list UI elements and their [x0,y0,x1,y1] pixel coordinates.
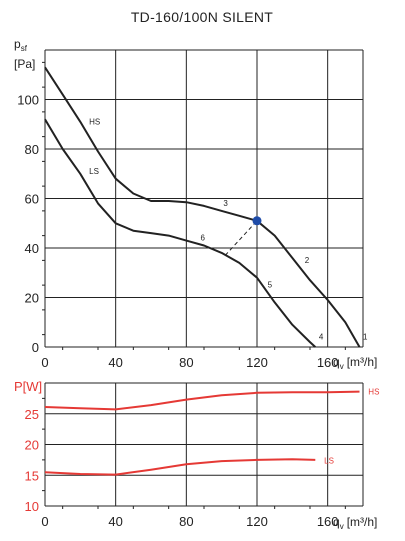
pressure-chart: 0 40 80 120 160 0 20 40 60 80 100 psf [Pa] qv [m³/h] HS… [14,37,377,371]
curve-label: 2 [305,256,310,265]
series-line-hs [44,66,361,348]
chart-title: TD-160/100N SILENT [131,9,273,25]
x-axis-label: qv [m³/h] [333,355,377,371]
series-line-hs [44,390,360,411]
curve-label: LS [324,456,334,465]
curve-label: 4 [319,333,324,342]
curve-label: HS [89,117,100,126]
y-axis-unit: [Pa] [14,57,35,71]
y-tick-label: 80 [25,142,39,157]
power-chart: 0 40 80 120 160 10 15 20 25 P[W] qv [m³/h] HS LS [14,379,379,531]
x-tick-label: 0 [41,514,48,529]
x-tick-label: 120 [246,355,268,370]
y-axis-label-sub: sf [21,44,28,53]
x-tick-label: 160 [317,355,339,370]
curve-label: 1 [363,333,368,342]
x-axis-label: qv [m³/h] [333,515,377,531]
x-tick-label: 40 [108,514,122,529]
x-tick-label: 0 [41,355,48,370]
y-axis-label: psf [14,37,28,53]
x-axis-label-sub: v [340,522,344,531]
y-tick-label: 60 [25,192,39,207]
y-tick-label: 40 [25,241,39,256]
series-line-ls [44,118,316,348]
y-tick-label: 15 [25,468,39,483]
y-tick-label: 25 [25,407,39,422]
x-tick-label: 80 [179,514,193,529]
x-axis-label-sub: v [340,362,344,371]
curve-label: LS [89,167,99,176]
curve-label: 5 [268,281,273,290]
x-tick-label: 40 [108,355,122,370]
series-line-ls [44,458,316,476]
y-tick-label: 10 [25,499,39,514]
y-tick-label: 20 [25,291,39,306]
y-tick-label: 100 [17,93,39,108]
x-tick-label: 80 [179,355,193,370]
series-line-system-curve [224,220,258,256]
x-axis-label-main: q [333,515,340,529]
y-axis-label-main: p [14,37,21,51]
y-tick-label: 20 [25,438,39,453]
x-axis-unit: [m³/h] [347,515,378,529]
x-tick-label: 160 [317,514,339,529]
curve-label: HS [368,388,379,397]
curve-label: 3 [223,199,228,208]
x-axis-unit: [m³/h] [347,355,378,369]
curve-label: 6 [200,234,205,243]
operating-point [252,216,262,226]
x-tick-label: 120 [246,514,268,529]
y-tick-label: 0 [32,340,39,355]
x-axis-label-main: q [333,355,340,369]
y-axis-label: P[W] [14,379,42,394]
